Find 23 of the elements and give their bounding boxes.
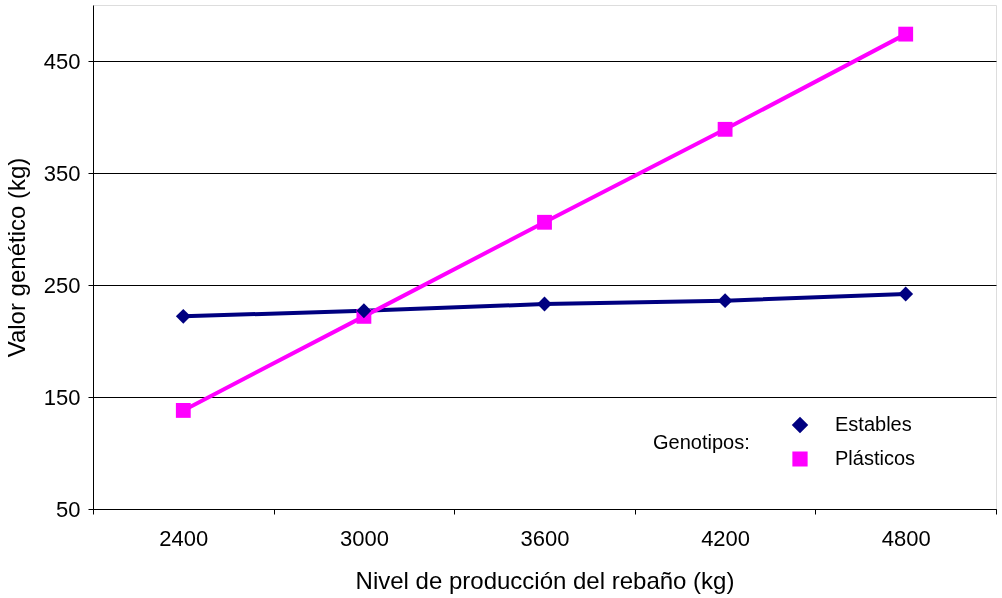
point xyxy=(717,293,733,309)
x-tick-label: 4200 xyxy=(701,525,751,551)
x-tick-label: 4800 xyxy=(881,525,931,551)
legend-title: Genotipos: xyxy=(653,431,750,453)
y-tick-label: 350 xyxy=(43,160,81,186)
x-tick-label: 3600 xyxy=(520,525,570,551)
y-axis-title: Valor genético (kg) xyxy=(2,157,30,358)
point xyxy=(175,403,191,418)
legend-label: Estables xyxy=(835,413,912,435)
legend-label: Plásticos xyxy=(835,447,916,469)
y-tick-label: 450 xyxy=(43,48,81,74)
y-tick-label: 50 xyxy=(56,496,81,522)
x-tick-label: 2400 xyxy=(159,525,209,551)
x-axis-title: Nivel de producción del rebaño (kg) xyxy=(355,566,735,594)
point xyxy=(356,303,372,319)
x-tick-label: 3000 xyxy=(339,525,389,551)
point xyxy=(175,308,191,324)
point xyxy=(537,214,552,230)
y-tick-label: 250 xyxy=(43,272,81,298)
point xyxy=(898,286,914,302)
point xyxy=(898,26,914,42)
point xyxy=(717,121,733,137)
y-tick-label: 150 xyxy=(43,384,81,410)
